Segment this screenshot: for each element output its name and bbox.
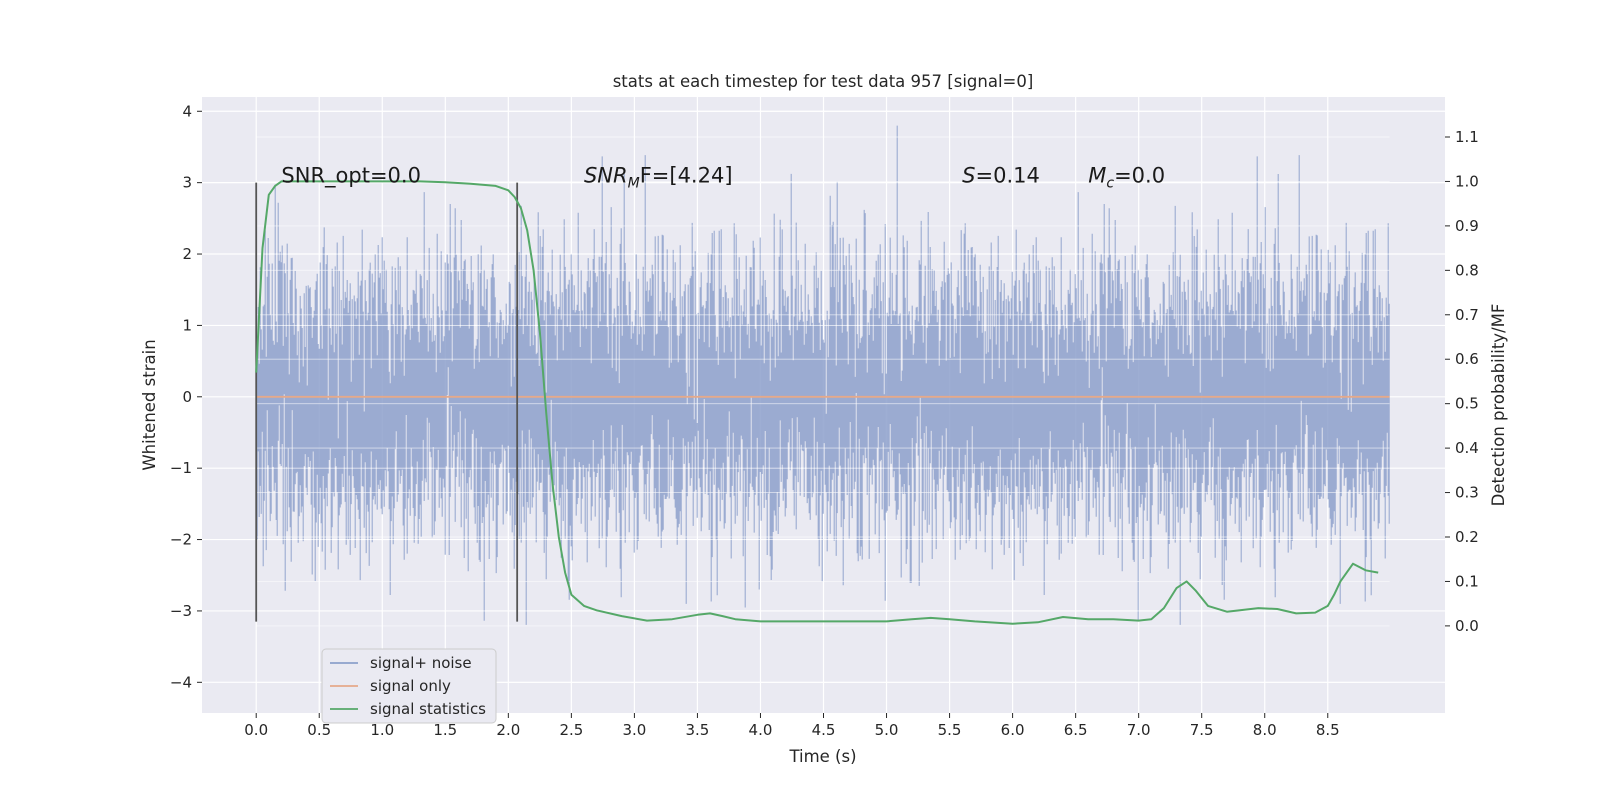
annotation-sub: c (1106, 176, 1114, 192)
y-right-tick-label: 0.6 (1455, 350, 1479, 368)
y-left-tick-label: −3 (170, 602, 192, 620)
x-tick-label: 6.0 (1001, 721, 1025, 739)
y-right-axis-ticks: 0.0 0.1 0.2 0.3 0.4 0.5 0.6 0.7 0.8 0.9 1.0 1.1 (1445, 128, 1479, 635)
y-right-tick-label: 0.8 (1455, 261, 1479, 279)
x-tick-label: 4.0 (749, 721, 773, 739)
vertical-markers (255, 182, 519, 622)
annotation-main: S (962, 164, 975, 188)
y-right-tick-label: 0.0 (1455, 617, 1479, 635)
x-tick-label: 2.5 (559, 721, 583, 739)
x-tick-label: 7.0 (1127, 721, 1151, 739)
y-left-tick-label: 1 (182, 316, 192, 334)
y-right-tick-label: 0.9 (1455, 217, 1479, 235)
y-left-tick-label: 3 (182, 174, 192, 192)
y-left-axis-ticks: −4 −3 −2 −1 0 1 2 3 4 (170, 102, 202, 691)
x-tick-label: 8.5 (1316, 721, 1340, 739)
y-left-axis-label: Whitened strain (140, 339, 159, 470)
y-left-tick-label: 4 (182, 102, 192, 120)
y-right-axis-label: Detection probability/MF (1489, 304, 1508, 507)
y-right-tick-label: 0.4 (1455, 439, 1479, 457)
x-tick-label: 4.5 (812, 721, 836, 739)
y-right-tick-label: 0.3 (1455, 484, 1479, 502)
y-right-tick-label: 1.1 (1455, 128, 1479, 146)
signal-statistics-line (255, 180, 1379, 625)
legend-label-signal-statistics: signal statistics (370, 700, 486, 718)
y-left-tick-label: 2 (182, 245, 192, 263)
annotation-0: SNR_opt=0.0 (281, 164, 421, 189)
annotation-tail: =0.0 (1114, 164, 1165, 188)
x-tick-label: 0.0 (244, 721, 268, 739)
legend-label-signal-noise: signal+ noise (370, 654, 472, 672)
annotation-1: SNRMF=[4.24] (584, 164, 733, 192)
x-tick-label: 6.5 (1064, 721, 1088, 739)
x-tick-label: 0.5 (307, 721, 331, 739)
x-tick-label: 1.5 (433, 721, 457, 739)
x-tick-label: 8.0 (1253, 721, 1277, 739)
legend: signal+ noise signal only signal statist… (321, 648, 497, 724)
annotation-main: M (1088, 164, 1106, 188)
y-right-tick-label: 0.1 (1455, 572, 1479, 590)
x-tick-label: 2.0 (496, 721, 520, 739)
annotation-tail: F=[4.24] (640, 164, 733, 188)
x-tick-label: 5.0 (875, 721, 899, 739)
annotation-main: SNR (584, 164, 628, 188)
annotation-3: Mc=0.0 (1088, 164, 1165, 192)
x-tick-label: 5.5 (938, 721, 962, 739)
y-right-tick-label: 0.5 (1455, 395, 1479, 413)
legend-box (321, 648, 497, 724)
annotation-2: S=0.14 (962, 164, 1040, 188)
x-axis-label: Time (s) (788, 747, 856, 766)
y-left-tick-label: −1 (170, 459, 192, 477)
x-tick-label: 1.0 (370, 721, 394, 739)
annotation-sub: M (628, 176, 640, 192)
y-left-tick-label: 0 (182, 388, 192, 406)
chart-title: stats at each timestep for test data 957… (613, 72, 1034, 91)
x-tick-label: 3.0 (622, 721, 646, 739)
y-right-tick-label: 0.2 (1455, 528, 1479, 546)
x-axis-ticks: 0.0 0.5 1.0 1.5 2.0 2.5 3.0 3.5 4.0 4.5 5.0 5.5 6.0 6… (244, 713, 1340, 739)
annotation-tail: =0.14 (976, 164, 1040, 188)
legend-label-signal-only: signal only (370, 677, 451, 695)
y-right-tick-label: 1.0 (1455, 172, 1479, 190)
x-tick-label: 7.5 (1190, 721, 1214, 739)
x-tick-label: 3.5 (686, 721, 710, 739)
series-signal-statistics (255, 180, 1379, 625)
y-right-tick-label: 0.7 (1455, 306, 1479, 324)
y-left-tick-label: −2 (170, 531, 192, 549)
annotations: SNR_opt=0.0 SNRMF=[4.24] S=0.14 Mc=0.0 (281, 164, 1165, 192)
y-left-tick-label: −4 (170, 673, 192, 691)
